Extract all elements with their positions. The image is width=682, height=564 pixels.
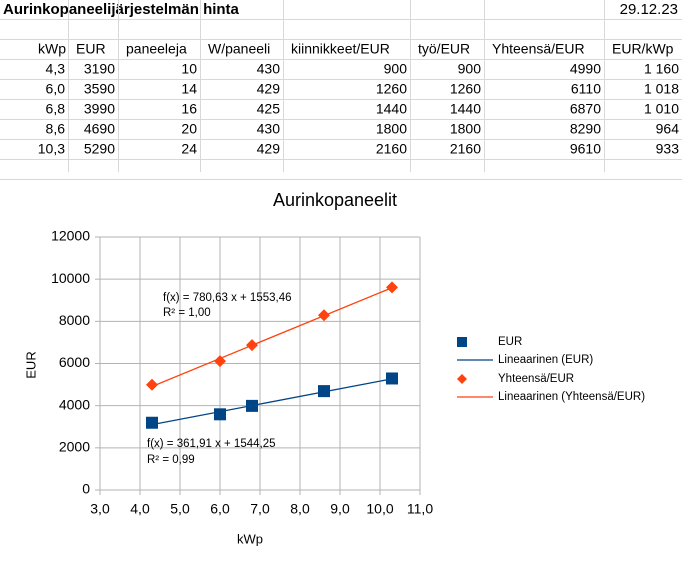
x-tick-label: 6,0 bbox=[210, 501, 230, 517]
legend-marker bbox=[457, 374, 467, 384]
trendline bbox=[151, 378, 393, 426]
x-axis-label: kWp bbox=[237, 531, 263, 546]
sheet-title: Aurinkopaneelijärjestelmän hinta bbox=[3, 1, 240, 18]
cell: 1 010 bbox=[644, 101, 679, 117]
cell: 8290 bbox=[570, 121, 601, 137]
y-tick-label: 6000 bbox=[59, 354, 90, 370]
column-header: paneeleja bbox=[126, 41, 187, 57]
y-axis-label: EUR bbox=[23, 351, 38, 378]
cell: 6870 bbox=[570, 101, 601, 117]
column-header: EUR/kWp bbox=[612, 41, 674, 57]
cell: 16 bbox=[181, 101, 197, 117]
trendline-equation: f(x) = 780,63 x + 1553,46 bbox=[163, 292, 292, 304]
point bbox=[146, 416, 158, 429]
cell: 1440 bbox=[376, 101, 407, 117]
cell: 425 bbox=[257, 101, 281, 117]
column-header: EUR bbox=[76, 41, 106, 57]
point bbox=[386, 281, 398, 294]
cell: 430 bbox=[257, 121, 281, 137]
point bbox=[246, 339, 258, 352]
cell: 3590 bbox=[84, 81, 115, 97]
point bbox=[318, 385, 330, 398]
y-tick-label: 12000 bbox=[51, 228, 90, 244]
legend-label: Lineaarinen (EUR) bbox=[498, 354, 593, 366]
column-header: Yhteensä/EUR bbox=[492, 41, 585, 57]
cell: 10,3 bbox=[38, 141, 65, 157]
cell: 24 bbox=[181, 141, 197, 157]
x-tick-label: 7,0 bbox=[250, 501, 270, 517]
cell: 6,8 bbox=[46, 101, 66, 117]
x-tick-label: 3,0 bbox=[90, 501, 110, 517]
x-tick-label: 9,0 bbox=[330, 501, 350, 517]
cell: 429 bbox=[257, 141, 281, 157]
column-header: työ/EUR bbox=[418, 41, 470, 57]
chart-title: Aurinkopaneelit bbox=[273, 190, 397, 210]
cell: 3190 bbox=[84, 61, 115, 77]
trendline bbox=[151, 287, 393, 388]
legend-label: EUR bbox=[498, 336, 522, 348]
cell: 933 bbox=[656, 141, 680, 157]
x-tick-label: 10,0 bbox=[366, 501, 393, 517]
cell: 4690 bbox=[84, 121, 115, 137]
x-tick-label: 11,0 bbox=[407, 501, 433, 517]
trendline-equation: f(x) = 361,91 x + 1544,25 bbox=[147, 438, 276, 450]
column-header: kiinnikkeet/EUR bbox=[291, 41, 390, 57]
cell: 5290 bbox=[84, 141, 115, 157]
cell: 20 bbox=[181, 121, 197, 137]
cell: 2160 bbox=[450, 141, 481, 157]
x-tick-label: 4,0 bbox=[130, 501, 150, 517]
column-header: kWp bbox=[38, 41, 66, 57]
cell: 1260 bbox=[376, 81, 407, 97]
cell: 1 160 bbox=[644, 61, 679, 77]
cell: 900 bbox=[384, 61, 408, 77]
y-tick-label: 2000 bbox=[59, 439, 90, 455]
cell: 6110 bbox=[571, 81, 601, 97]
point bbox=[146, 378, 158, 391]
cell: 10 bbox=[181, 61, 197, 77]
legend-label: Yhteensä/EUR bbox=[498, 373, 574, 385]
y-tick-label: 8000 bbox=[59, 312, 90, 328]
point bbox=[246, 399, 258, 412]
trendline-r2: R² = 0,99 bbox=[147, 454, 195, 466]
sheet-date: 29.12.23 bbox=[620, 1, 678, 18]
cell: 964 bbox=[656, 121, 680, 137]
x-tick-label: 5,0 bbox=[170, 501, 190, 517]
point bbox=[214, 355, 226, 368]
cell: 14 bbox=[181, 81, 197, 97]
cell: 3990 bbox=[84, 101, 115, 117]
cell: 430 bbox=[257, 61, 281, 77]
trendline-r2: R² = 1,00 bbox=[163, 307, 211, 319]
cell: 2160 bbox=[376, 141, 407, 157]
y-tick-label: 0 bbox=[82, 481, 90, 497]
y-tick-label: 10000 bbox=[51, 270, 90, 286]
legend-label: Lineaarinen (Yhteensä/EUR) bbox=[498, 391, 645, 403]
point bbox=[318, 309, 330, 322]
legend-marker bbox=[457, 337, 467, 347]
cell: 1260 bbox=[450, 81, 481, 97]
cell: 4,3 bbox=[46, 61, 66, 77]
column-header: W/paneeli bbox=[208, 41, 270, 57]
cell: 9610 bbox=[570, 141, 601, 157]
cell: 1800 bbox=[376, 121, 407, 137]
cell: 900 bbox=[458, 61, 482, 77]
point bbox=[214, 408, 226, 421]
point bbox=[386, 372, 398, 385]
cell: 8,6 bbox=[46, 121, 66, 137]
cell: 6,0 bbox=[46, 81, 66, 97]
cell: 1 018 bbox=[644, 81, 679, 97]
x-tick-label: 8,0 bbox=[290, 501, 310, 517]
cell: 1440 bbox=[450, 101, 481, 117]
cell: 4990 bbox=[570, 61, 601, 77]
y-tick-label: 4000 bbox=[59, 396, 90, 412]
cell: 1800 bbox=[450, 121, 481, 137]
cell: 429 bbox=[257, 81, 281, 97]
